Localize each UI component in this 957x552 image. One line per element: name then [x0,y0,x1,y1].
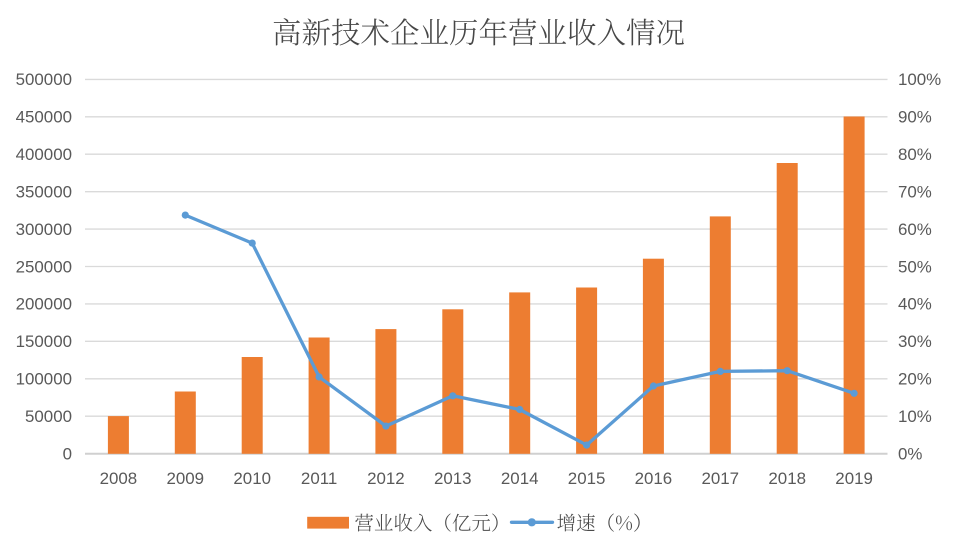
svg-text:2008: 2008 [100,469,138,488]
svg-text:150000: 150000 [16,332,72,351]
svg-text:250000: 250000 [16,257,72,276]
svg-text:30%: 30% [898,332,932,351]
svg-text:350000: 350000 [16,183,72,202]
svg-text:2016: 2016 [635,469,673,488]
svg-text:2009: 2009 [167,469,205,488]
svg-text:500000: 500000 [16,70,72,89]
svg-text:2017: 2017 [702,469,740,488]
svg-text:400000: 400000 [16,145,72,164]
svg-text:450000: 450000 [16,108,72,127]
svg-text:2014: 2014 [501,469,539,488]
svg-text:100000: 100000 [16,370,72,389]
svg-text:2015: 2015 [568,469,606,488]
svg-text:2011: 2011 [301,469,337,488]
svg-text:100%: 100% [898,70,941,89]
svg-text:50000: 50000 [25,407,72,426]
svg-text:200000: 200000 [16,295,72,314]
svg-text:2010: 2010 [233,469,271,488]
svg-text:10%: 10% [898,407,932,426]
svg-text:2013: 2013 [434,469,472,488]
svg-text:300000: 300000 [16,220,72,239]
svg-text:2019: 2019 [835,469,873,488]
svg-text:90%: 90% [898,108,932,127]
svg-text:0: 0 [63,444,72,463]
svg-text:70%: 70% [898,183,932,202]
svg-text:20%: 20% [898,370,932,389]
svg-text:2012: 2012 [367,469,405,488]
svg-text:40%: 40% [898,295,932,314]
svg-text:2018: 2018 [768,469,806,488]
svg-text:60%: 60% [898,220,932,239]
svg-text:0%: 0% [898,444,922,463]
svg-text:50%: 50% [898,257,932,276]
svg-text:80%: 80% [898,145,932,164]
